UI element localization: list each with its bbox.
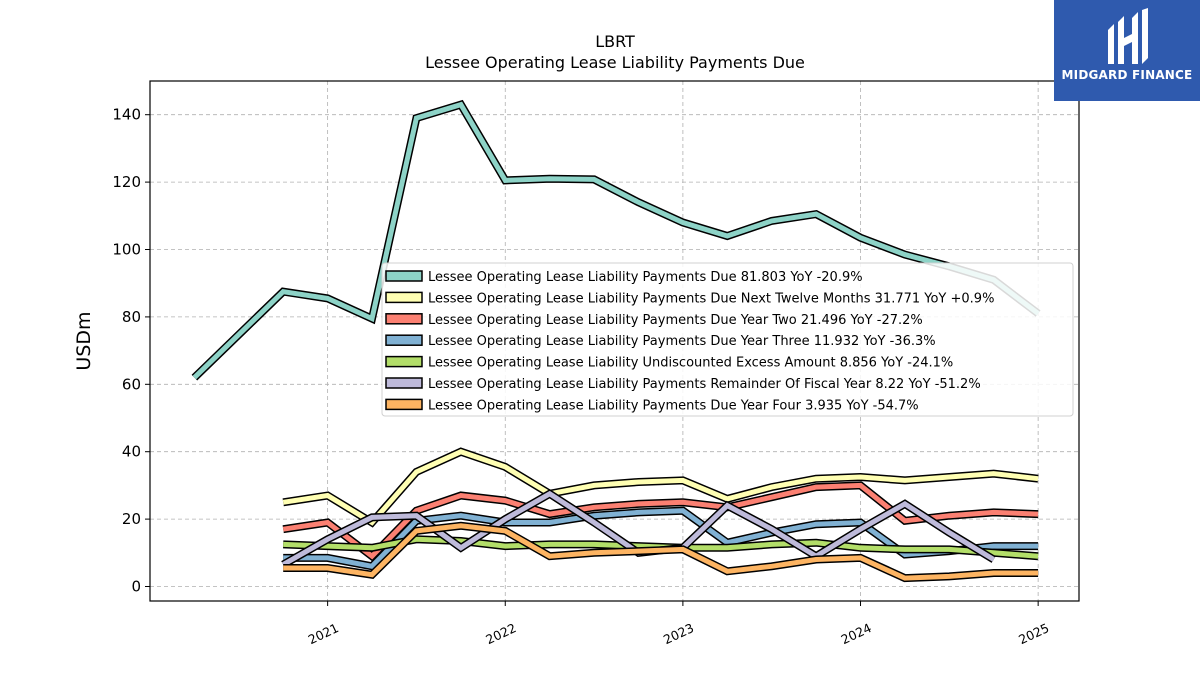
series-stroke xyxy=(283,523,1039,581)
chart-subtitle: Lessee Operating Lease Liability Payment… xyxy=(425,53,805,72)
legend-entry: Lessee Operating Lease Liability Payment… xyxy=(428,377,981,392)
legend-entry: Lessee Operating Lease Liability Payment… xyxy=(428,334,936,349)
legend-swatch xyxy=(385,377,423,389)
x-tick-label: 2023 xyxy=(661,620,696,647)
legend-swatch xyxy=(385,355,423,368)
legend-entry: Lessee Operating Lease Liability Payment… xyxy=(428,313,923,328)
series-line xyxy=(283,521,1039,583)
x-tick-label: 2024 xyxy=(839,620,874,647)
y-axis-label: USDm xyxy=(73,311,95,370)
y-tick-label: 100 xyxy=(112,241,141,259)
series-stroke xyxy=(282,449,1039,526)
y-tick-label: 80 xyxy=(122,308,141,326)
legend-swatch xyxy=(385,313,423,325)
logo-mark-icon xyxy=(1108,8,1148,64)
y-tick-label: 40 xyxy=(122,443,141,461)
legend-swatch xyxy=(385,291,423,304)
y-tick-label: 140 xyxy=(112,106,141,124)
logo-text: MIDGARD FINANCE xyxy=(1061,68,1193,82)
y-tick-label: 120 xyxy=(112,173,141,191)
x-axis: 2021 2022 2023 2024 2025 xyxy=(306,601,1051,647)
x-tick-label: 2021 xyxy=(306,620,341,647)
x-tick-label: 2022 xyxy=(483,620,518,647)
legend-entry: Lessee Operating Lease Liability Payment… xyxy=(428,270,863,285)
legend-entry: Lessee Operating Lease Liability Undisco… xyxy=(428,356,953,371)
legend-entry: Lessee Operating Lease Liability Payment… xyxy=(428,291,994,306)
midgard-finance-logo: MIDGARD FINANCE xyxy=(1054,0,1200,101)
y-tick-label: 20 xyxy=(122,510,141,528)
series-stroke xyxy=(283,508,1039,570)
series-line xyxy=(282,447,1039,528)
x-tick-label: 2025 xyxy=(1016,620,1051,647)
y-tick-label: 0 xyxy=(131,578,141,596)
legend-swatch xyxy=(385,270,423,282)
series-line xyxy=(283,506,1039,571)
series-layer xyxy=(191,99,1041,583)
legend: Lessee Operating Lease Liability Payment… xyxy=(381,262,1074,417)
y-tick-label: 60 xyxy=(122,375,141,393)
plot-frame xyxy=(149,80,1080,602)
legend-entry: Lessee Operating Lease Liability Payment… xyxy=(428,398,919,413)
chart-title: LBRT xyxy=(595,32,635,51)
legend-swatch xyxy=(385,398,423,411)
legend-swatch xyxy=(385,334,423,346)
legend-box xyxy=(381,262,1074,417)
y-axis: 0 20 40 60 80 100 120 140 xyxy=(112,106,150,596)
